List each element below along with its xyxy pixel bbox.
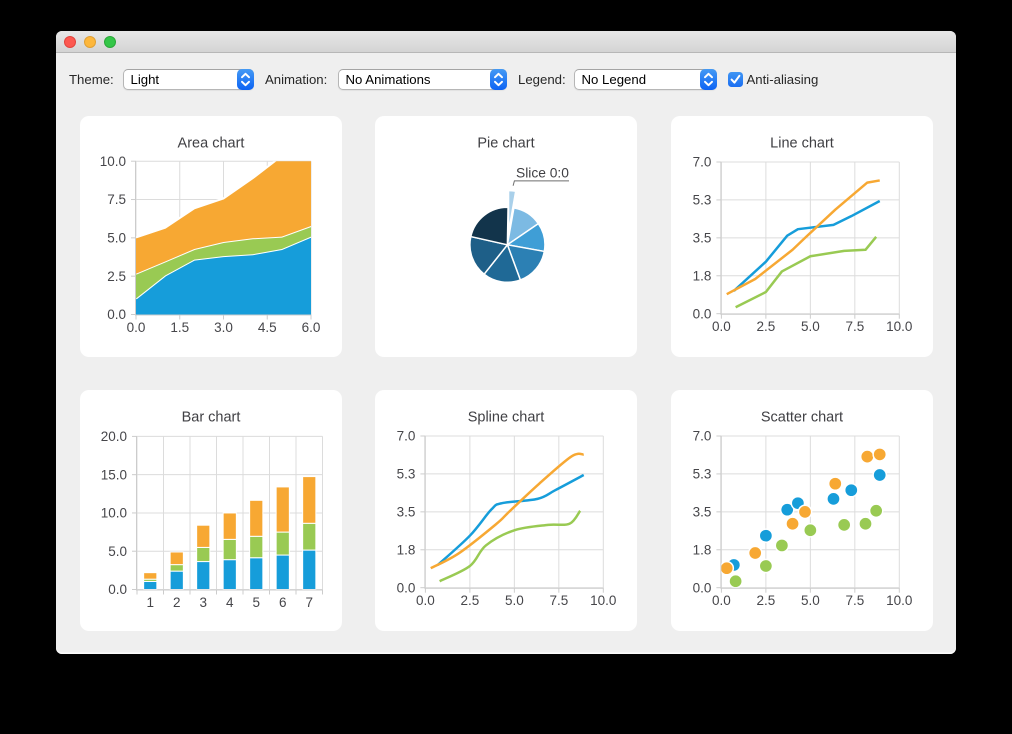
svg-text:0.0: 0.0 — [127, 320, 146, 335]
svg-text:15.0: 15.0 — [101, 467, 127, 482]
svg-text:2.5: 2.5 — [107, 268, 126, 283]
svg-text:0.0: 0.0 — [107, 307, 126, 322]
svg-text:7.0: 7.0 — [693, 428, 712, 443]
svg-text:Scatter chart: Scatter chart — [761, 409, 843, 425]
svg-text:Line chart: Line chart — [770, 135, 834, 151]
svg-text:5.0: 5.0 — [801, 319, 820, 334]
svg-text:5.0: 5.0 — [505, 593, 524, 608]
svg-text:1.8: 1.8 — [693, 542, 712, 557]
svg-text:10.0: 10.0 — [886, 319, 912, 334]
svg-text:1.8: 1.8 — [693, 268, 712, 283]
svg-text:Slice 0:0: Slice 0:0 — [516, 165, 569, 180]
svg-text:2.5: 2.5 — [460, 593, 479, 608]
svg-text:10.0: 10.0 — [101, 505, 127, 520]
svg-text:0.0: 0.0 — [693, 306, 712, 321]
svg-text:0.0: 0.0 — [108, 582, 127, 597]
svg-text:7.5: 7.5 — [549, 593, 568, 608]
svg-text:5: 5 — [252, 595, 260, 610]
svg-text:5.3: 5.3 — [397, 466, 416, 481]
svg-text:2.5: 2.5 — [756, 593, 775, 608]
svg-text:10.0: 10.0 — [100, 153, 126, 168]
svg-text:3.5: 3.5 — [693, 504, 712, 519]
svg-text:3.5: 3.5 — [693, 230, 712, 245]
svg-text:20.0: 20.0 — [101, 429, 127, 444]
svg-text:5.0: 5.0 — [107, 230, 126, 245]
svg-text:Pie chart: Pie chart — [477, 135, 534, 151]
svg-text:1: 1 — [146, 595, 154, 610]
svg-text:Bar chart: Bar chart — [182, 409, 241, 425]
svg-text:2.5: 2.5 — [756, 319, 775, 334]
svg-text:5.3: 5.3 — [693, 466, 712, 481]
svg-text:7: 7 — [305, 595, 313, 610]
svg-text:Area chart: Area chart — [178, 135, 245, 151]
svg-text:2: 2 — [173, 595, 181, 610]
svg-text:7.5: 7.5 — [107, 192, 126, 207]
svg-text:0.0: 0.0 — [693, 580, 712, 595]
svg-text:6: 6 — [279, 595, 287, 610]
svg-text:10.0: 10.0 — [886, 593, 912, 608]
svg-text:5.3: 5.3 — [693, 192, 712, 207]
svg-text:3.5: 3.5 — [397, 504, 416, 519]
svg-text:10.0: 10.0 — [590, 593, 616, 608]
svg-text:7.5: 7.5 — [845, 319, 864, 334]
svg-text:0.0: 0.0 — [712, 319, 731, 334]
svg-text:5.0: 5.0 — [108, 543, 127, 558]
svg-text:4: 4 — [226, 595, 234, 610]
svg-text:7.0: 7.0 — [397, 428, 416, 443]
svg-text:Spline chart: Spline chart — [468, 409, 545, 425]
svg-text:6.0: 6.0 — [302, 320, 321, 335]
svg-text:1.5: 1.5 — [170, 320, 189, 335]
svg-text:3.0: 3.0 — [214, 320, 233, 335]
svg-text:5.0: 5.0 — [801, 593, 820, 608]
svg-text:0.0: 0.0 — [397, 580, 416, 595]
svg-text:1.8: 1.8 — [397, 542, 416, 557]
svg-text:4.5: 4.5 — [258, 320, 277, 335]
svg-text:7.5: 7.5 — [845, 593, 864, 608]
svg-text:7.0: 7.0 — [693, 154, 712, 169]
svg-text:0.0: 0.0 — [712, 593, 731, 608]
svg-text:3: 3 — [199, 595, 207, 610]
svg-text:0.0: 0.0 — [416, 593, 435, 608]
